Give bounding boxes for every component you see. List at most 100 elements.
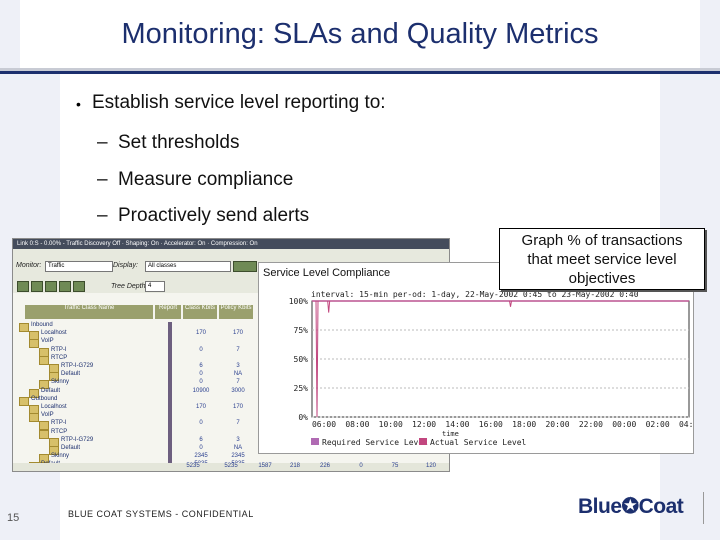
- x-tick-label: 00:00: [612, 420, 636, 429]
- display-select[interactable]: All classes: [145, 261, 231, 272]
- display-label: Display:: [113, 262, 138, 269]
- col-header-policy-kbits[interactable]: Policy Kbits: [219, 305, 253, 319]
- policy-kbits-value: 170: [232, 330, 243, 337]
- report-icon[interactable]: [168, 428, 172, 438]
- tree-row-name: RTP-I: [51, 346, 67, 353]
- toolbar-icon-1[interactable]: [17, 281, 29, 292]
- col-header-report[interactable]: Report: [155, 305, 181, 319]
- toolbar-icon-4[interactable]: [59, 281, 71, 292]
- report-icon[interactable]: [168, 395, 172, 405]
- tree-row-name: RTP-I-G729: [61, 436, 94, 443]
- report-icon[interactable]: [168, 379, 172, 389]
- y-tick-label: 0%: [298, 413, 308, 422]
- toolbar-icon-3[interactable]: [45, 281, 57, 292]
- tree-row-name: RTCP: [51, 428, 68, 435]
- toolbar-icon-2[interactable]: [31, 281, 43, 292]
- tree-row[interactable]: Skinny 2345 2345: [13, 452, 449, 464]
- class-kbits-value: 170: [195, 404, 206, 410]
- logo-divider: [703, 492, 704, 524]
- class-kbits-value: 0: [199, 379, 203, 386]
- tree-row-name: Default: [61, 445, 81, 451]
- report-icon[interactable]: [168, 387, 172, 397]
- report-icon[interactable]: [168, 338, 172, 348]
- tree-row[interactable]: VoIP: [13, 337, 449, 349]
- clear-button[interactable]: [233, 261, 257, 272]
- total-value: 226: [319, 463, 330, 469]
- actual-service-level-dip: [509, 300, 513, 307]
- tree-row[interactable]: Default 10900 3000: [13, 387, 449, 398]
- y-tick-label: 75%: [294, 326, 309, 335]
- status-bar: Link 0:S - 0.00% - Traffic Discovery Off…: [13, 239, 449, 249]
- report-icon[interactable]: [168, 371, 172, 381]
- toolbar-icon-5[interactable]: [73, 281, 85, 292]
- tree-row-name: Localhost: [41, 330, 67, 337]
- policy-kbits-value: 3: [236, 436, 240, 443]
- folder-icon: [39, 380, 49, 390]
- tree-row-name: Default: [41, 387, 61, 394]
- tree-row-name: Skinny: [51, 453, 70, 460]
- tree-row[interactable]: VoIP: [13, 411, 449, 423]
- legend-label: Actual Service Level: [430, 438, 527, 447]
- tree-row-name: VoIP: [41, 338, 54, 345]
- x-tick-label: 02:00: [646, 420, 670, 429]
- tree-row[interactable]: Inbound: [13, 321, 449, 332]
- x-tick-label: 14:00: [445, 420, 469, 429]
- report-icon[interactable]: [168, 420, 172, 430]
- folder-icon: [19, 323, 29, 332]
- sla-chart-panel: Service Level Compliance interval: 15-mi…: [258, 262, 694, 454]
- col-header-class-kbits[interactable]: Class Kbits: [183, 305, 217, 319]
- policy-kbits-value: 3000: [231, 387, 245, 394]
- report-icon[interactable]: [168, 453, 172, 463]
- policy-kbits-value: 7: [236, 346, 240, 353]
- class-kbits-value: 0: [199, 346, 203, 353]
- policy-kbits-value: 3: [236, 363, 240, 369]
- y-tick-label: 100%: [289, 297, 308, 306]
- report-icon[interactable]: [168, 330, 172, 340]
- report-icon[interactable]: [168, 412, 172, 422]
- tree-row[interactable]: RTCP: [13, 354, 449, 365]
- report-icon[interactable]: [168, 445, 172, 454]
- x-tick-label: 20:00: [545, 420, 569, 429]
- folder-icon: [29, 388, 39, 398]
- monitor-select[interactable]: Traffic: [45, 261, 113, 272]
- report-icon[interactable]: [168, 322, 172, 331]
- col-header-name[interactable]: Traffic Class Name: [25, 305, 153, 319]
- x-tick-label: 22:00: [579, 420, 603, 429]
- title-rule-grey: [0, 68, 720, 71]
- x-axis-title: time: [442, 430, 459, 438]
- tree-row[interactable]: RTCP: [13, 428, 449, 439]
- totals-row: 5235 5235 1587 218 226 0 75 120: [13, 463, 449, 471]
- folder-icon: [49, 372, 59, 382]
- report-icon[interactable]: [168, 436, 172, 446]
- callout-line-2: that meet service level: [527, 251, 677, 268]
- tree-row-name: Default: [61, 371, 81, 378]
- subbullet-1: Set thresholds: [118, 132, 240, 153]
- report-icon[interactable]: [168, 363, 172, 372]
- tree-row-name: Inbound: [31, 322, 53, 328]
- folder-icon: [29, 339, 39, 349]
- report-icon[interactable]: [168, 346, 172, 356]
- tree-row[interactable]: Skinny 0 7: [13, 378, 449, 390]
- callout-box: Graph % of transactions that meet servic…: [499, 228, 705, 290]
- policy-kbits-value: 2345: [231, 453, 245, 460]
- class-kbits-value: 6: [199, 363, 203, 369]
- report-icon[interactable]: [168, 404, 172, 413]
- tree-depth-select[interactable]: 4: [145, 281, 165, 292]
- callout-line-1: Graph % of transactions: [521, 232, 683, 249]
- report-icon[interactable]: [168, 354, 172, 364]
- class-kbits-value: 170: [195, 330, 206, 337]
- x-tick-label: 18:00: [512, 420, 536, 429]
- tree-row[interactable]: Outbound: [13, 395, 449, 406]
- page-number: 15: [7, 512, 20, 524]
- x-tick-label: 06:00: [312, 420, 336, 429]
- x-tick-label: 04:00: [679, 420, 693, 429]
- tree-row-name: VoIP: [41, 412, 54, 419]
- y-tick-label: 50%: [294, 355, 309, 364]
- tree-row[interactable]: Default 0 NA: [13, 444, 449, 455]
- legend-swatch: [311, 438, 319, 445]
- subbullet-3: Proactively send alerts: [118, 205, 310, 226]
- tree-row[interactable]: Default 0 NA: [13, 370, 449, 382]
- tree-row-name: Outbound: [31, 395, 58, 402]
- tree-row-name: RTCP: [51, 354, 68, 361]
- class-kbits-value: 6: [199, 436, 203, 443]
